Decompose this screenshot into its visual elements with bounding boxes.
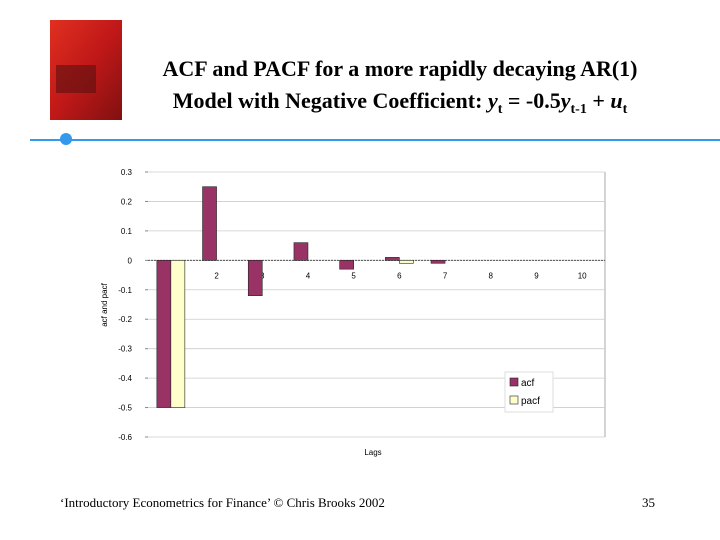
y-tick-label: 0.2 xyxy=(121,197,133,206)
bar xyxy=(202,186,217,261)
x-axis-label: Lags xyxy=(364,448,381,457)
bar xyxy=(430,260,446,264)
title: Model with Negative Coefficient: yt = -0… xyxy=(173,88,628,117)
y-tick-label: -0.6 xyxy=(118,433,132,442)
y-tick-label: -0.2 xyxy=(118,315,132,324)
title-text: Model with Negative Coefficient: xyxy=(173,88,488,113)
legend-swatch xyxy=(509,395,519,405)
footer-source: ‘Introductory Econometrics for Finance’ … xyxy=(60,495,385,510)
legend-label: acf xyxy=(521,378,535,389)
y-tick-label: 0.1 xyxy=(121,227,133,236)
bar xyxy=(293,242,309,261)
title-var: y xyxy=(485,88,498,113)
title-text: + xyxy=(587,88,611,113)
y-tick-label: -0.3 xyxy=(118,345,132,354)
y-tick-label: 0.3 xyxy=(121,168,133,177)
y-axis-label: acf and pacf xyxy=(100,282,109,326)
title-var: y xyxy=(558,88,571,113)
x-tick-label: 4 xyxy=(306,271,311,280)
legend-swatch xyxy=(509,377,519,387)
y-tick-label: -0.4 xyxy=(118,374,132,383)
x-tick-label: 9 xyxy=(534,271,539,280)
y-tick-label: -0.1 xyxy=(118,286,132,295)
bar xyxy=(339,260,354,270)
x-tick-label: 6 xyxy=(397,271,402,280)
book-cover-panel xyxy=(56,65,96,93)
bar xyxy=(399,260,414,264)
title: ACF and PACF for a more rapidly decaying… xyxy=(162,56,637,81)
x-tick-label: 8 xyxy=(489,271,494,280)
title-sub: t xyxy=(623,102,628,117)
page-number: 35 xyxy=(642,495,655,510)
bar xyxy=(156,260,172,408)
title-var: u xyxy=(610,88,622,113)
x-tick-label: 2 xyxy=(214,271,219,280)
y-tick-label: 0 xyxy=(128,256,133,265)
bar xyxy=(385,257,400,261)
legend-label: pacf xyxy=(521,396,540,407)
title-text: = -0.5 xyxy=(502,88,560,113)
title-sub: t xyxy=(498,102,503,117)
divider-dot xyxy=(60,133,72,145)
x-tick-label: 10 xyxy=(578,271,587,280)
x-tick-label: 5 xyxy=(351,271,356,280)
x-tick-label: 7 xyxy=(443,271,448,280)
bar xyxy=(247,260,263,296)
bar xyxy=(170,260,186,408)
title-sub: t-1 xyxy=(571,102,587,117)
y-tick-label: -0.5 xyxy=(118,404,132,413)
